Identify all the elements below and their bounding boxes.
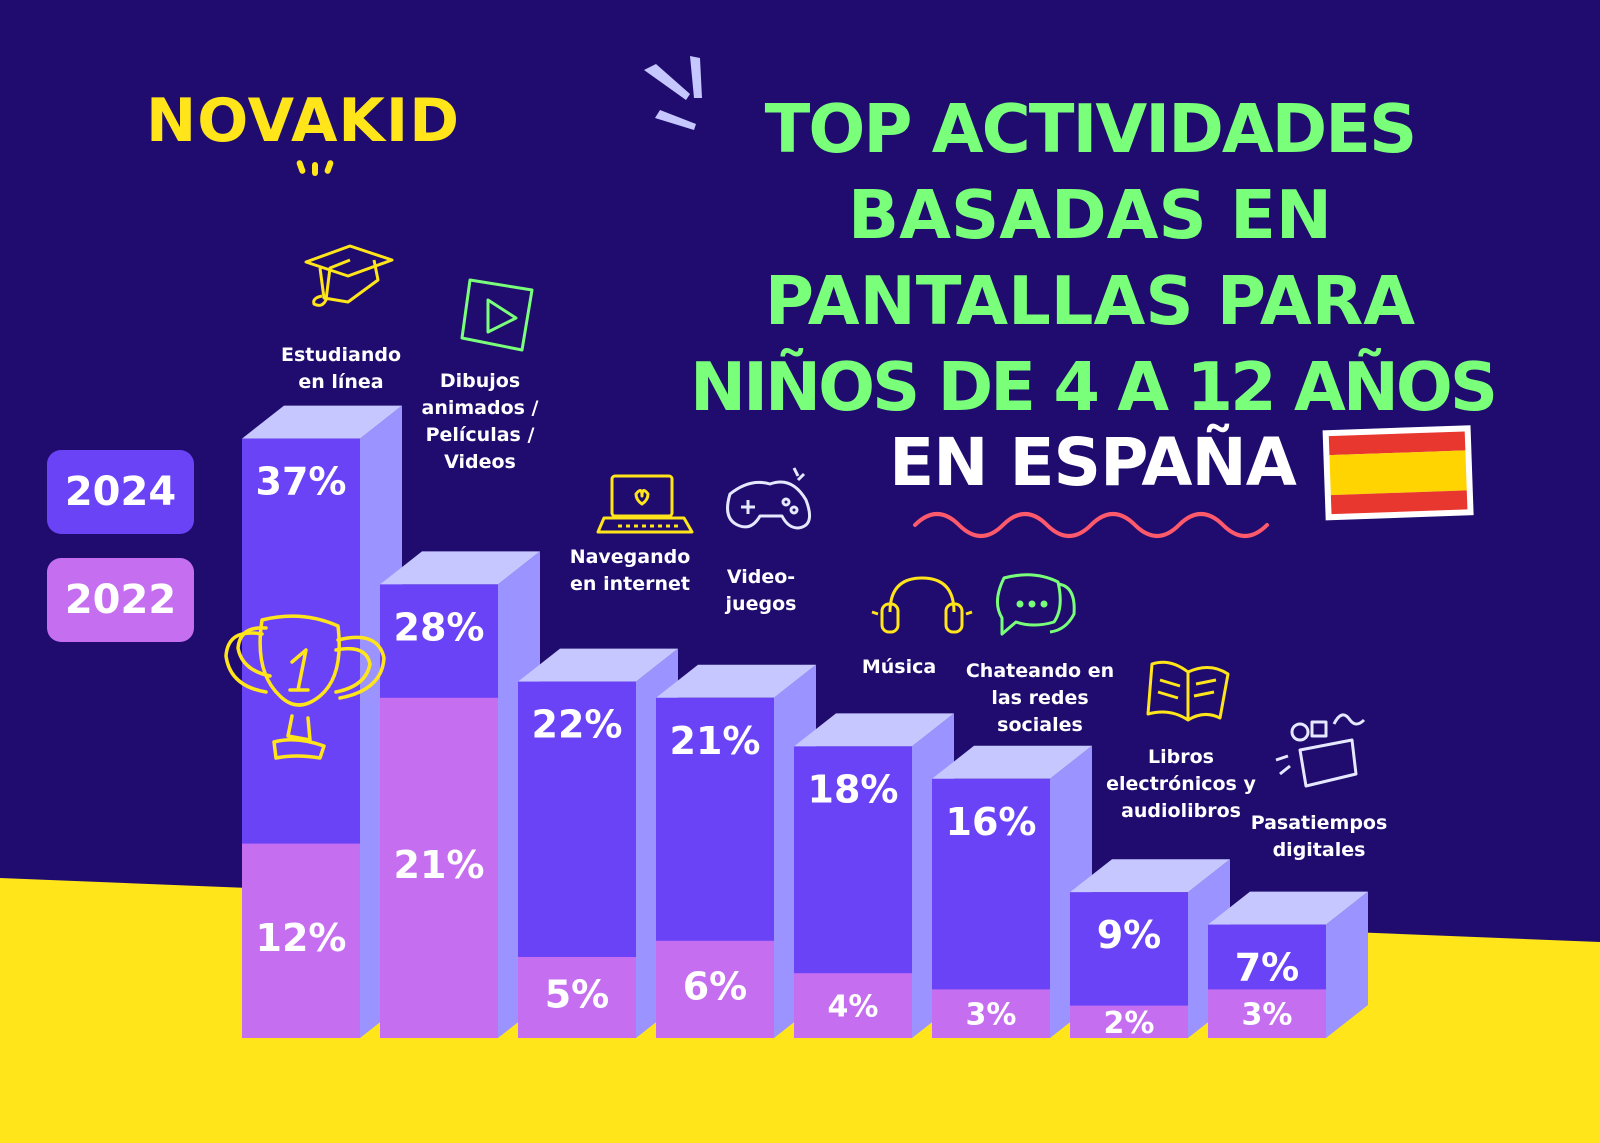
value-label-2022: 3% bbox=[966, 998, 1017, 1033]
category-label: Navegando en internet bbox=[569, 546, 691, 595]
bars-group: 37% 12% 28% 21% 22% 5% 21% 6% 18% 4% 16% 3% 9% 2% 7% 3% bbox=[242, 405, 1368, 1041]
bar-2022 bbox=[1070, 1005, 1188, 1038]
value-label-2024: 37% bbox=[256, 460, 347, 504]
flag-stripe-top bbox=[1328, 431, 1466, 456]
brand-logo: NOVAKID bbox=[146, 86, 461, 156]
bar-2022 bbox=[242, 843, 360, 1038]
chart-title: TOP ACTIVIDADES BASADAS EN PANTALLAS PAR… bbox=[690, 86, 1498, 430]
value-label-2022: 3% bbox=[1242, 998, 1293, 1033]
bar-top bbox=[794, 713, 954, 747]
category-label: Video- juegos bbox=[725, 566, 797, 615]
bar-2022 bbox=[794, 973, 912, 1038]
value-label-2024: 28% bbox=[394, 605, 485, 649]
bar-2022 bbox=[518, 957, 636, 1038]
bar-top bbox=[1208, 891, 1368, 925]
bar-top bbox=[932, 745, 1092, 779]
category-label: Libros electrónicos y audiolibros bbox=[1106, 746, 1256, 822]
title-line-1: TOP ACTIVIDADES bbox=[764, 90, 1418, 168]
bar-top bbox=[518, 648, 678, 682]
title-line-2: BASADAS EN bbox=[848, 176, 1332, 254]
category-label: Dibujos animados / Películas / Videos bbox=[421, 370, 539, 473]
bar-top bbox=[656, 664, 816, 698]
headphones-icon bbox=[871, 576, 973, 634]
value-label-2022: 4% bbox=[828, 990, 879, 1025]
value-label-2024: 9% bbox=[1097, 913, 1162, 957]
category-label: Chateando en las redes sociales bbox=[965, 660, 1115, 736]
bar-2022 bbox=[1208, 989, 1326, 1038]
spark-icon bbox=[644, 56, 702, 130]
value-label-2022: 5% bbox=[545, 973, 610, 1017]
value-label-2024: 18% bbox=[808, 767, 899, 811]
value-label-2024: 21% bbox=[670, 719, 761, 763]
legend-item-2022: 2022 bbox=[47, 558, 194, 642]
legend-item-2024: 2024 bbox=[47, 450, 194, 534]
chart-subtitle: EN ESPAÑA bbox=[889, 424, 1297, 501]
book-icon bbox=[1146, 660, 1230, 722]
flag-stripe-middle bbox=[1329, 450, 1467, 496]
bar-top bbox=[242, 405, 402, 439]
bar-top bbox=[1070, 859, 1230, 893]
value-label-2024: 7% bbox=[1235, 946, 1300, 990]
category-label: Estudiando en línea bbox=[280, 344, 401, 393]
title-line-3: PANTALLAS PARA bbox=[764, 262, 1416, 340]
category-label: Música bbox=[861, 656, 937, 678]
bar-side bbox=[1326, 891, 1368, 1038]
value-label-2022: 2% bbox=[1104, 1006, 1155, 1041]
flag-stripe-bottom bbox=[1330, 490, 1468, 515]
bar-top bbox=[380, 551, 540, 585]
category-label: Pasatiempos digitales bbox=[1250, 812, 1388, 861]
value-label-2022: 6% bbox=[683, 964, 748, 1008]
chat-icon bbox=[996, 573, 1076, 636]
value-label-2024: 22% bbox=[532, 703, 623, 747]
trophy-icon bbox=[224, 614, 386, 760]
play-icon bbox=[460, 278, 534, 352]
bar-2022 bbox=[380, 697, 498, 1038]
gamepad-icon bbox=[726, 467, 812, 530]
graduation-cap-icon bbox=[304, 244, 394, 307]
squiggle-underline bbox=[913, 512, 1269, 538]
value-label-2022: 21% bbox=[394, 843, 485, 887]
spain-flag-icon bbox=[1322, 425, 1474, 521]
toy-box-icon bbox=[1275, 713, 1366, 788]
value-label-2022: 12% bbox=[256, 916, 347, 960]
laptop-icon bbox=[596, 474, 694, 534]
title-line-4: NIÑOS DE 4 A 12 AÑOS bbox=[690, 348, 1498, 426]
value-label-2024: 16% bbox=[946, 800, 1037, 844]
bar-2022 bbox=[656, 940, 774, 1038]
rocket-flame-icon bbox=[296, 160, 334, 176]
bar-2022 bbox=[932, 989, 1050, 1038]
